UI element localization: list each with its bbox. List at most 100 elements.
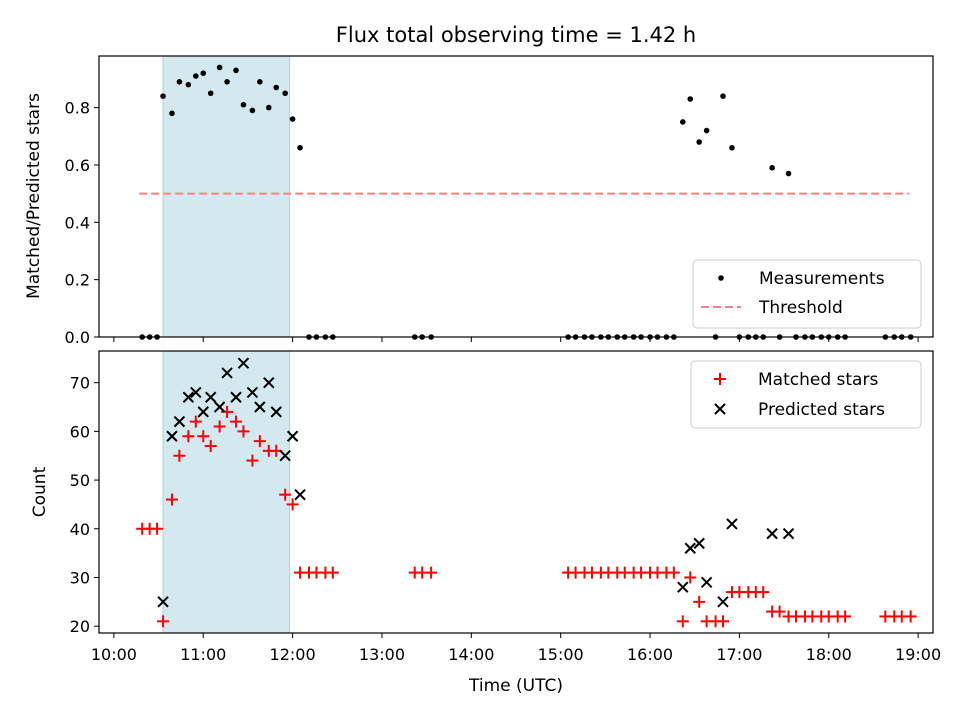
predicted-star-point <box>726 518 738 530</box>
predicted-star-point <box>286 430 299 442</box>
legend-matched-marker <box>714 373 726 385</box>
matched-star-point <box>757 586 770 599</box>
measurement-point <box>160 93 166 99</box>
measurement-point <box>696 139 702 145</box>
x-tick-label: 11:00 <box>180 645 226 664</box>
y-tick-label: 0.4 <box>65 213 90 232</box>
x-axis-label: Time (UTC) <box>468 676 563 696</box>
x-tick-label: 10:00 <box>91 645 137 664</box>
measurement-point <box>282 90 288 97</box>
x-tick-label: 17:00 <box>716 645 762 664</box>
predicted-star-point <box>294 488 306 501</box>
predicted-star-point <box>684 542 696 554</box>
measurement-point <box>207 90 214 97</box>
y-tick-label: 0.0 <box>65 328 90 347</box>
y-tick-label: 20 <box>70 617 90 636</box>
measurement-point <box>729 144 735 151</box>
matched-star-point <box>693 595 706 608</box>
x-tick-label: 13:00 <box>359 645 405 664</box>
y-tick-label: 0.2 <box>65 271 90 290</box>
predicted-star-point <box>237 357 250 369</box>
matched-star-point <box>237 425 250 438</box>
measurement-point <box>249 107 256 114</box>
x-tick-label: 19:00 <box>895 645 941 664</box>
chart-title: Flux total observing time = 1.42 h <box>336 23 696 47</box>
y-axis-label-top: Matched/Predicted stars <box>24 93 44 299</box>
matched-star-point <box>165 493 178 506</box>
matched-star-point <box>684 571 697 584</box>
highlight-span-top <box>162 55 291 338</box>
predicted-star-point <box>782 527 795 540</box>
matched-star-point <box>904 610 917 623</box>
predicted-star-point <box>693 537 705 550</box>
matched-star-point <box>839 610 852 623</box>
y-ticks-bottom: 20 30 40 50 60 70 <box>70 374 99 636</box>
matched-star-point <box>286 498 299 511</box>
x-tick-label: 14:00 <box>448 645 494 664</box>
measurement-point <box>240 101 247 108</box>
legend-matched-label: Matched stars <box>758 370 878 390</box>
x-ticks-bottom: 10:00 11:00 12:00 13:00 14:00 15:00 16:00 17:00… <box>91 633 941 664</box>
predicted-star-point <box>190 386 202 399</box>
x-ticks-top <box>113 337 919 342</box>
matched-star-point <box>151 522 164 535</box>
predicted-star-point <box>197 406 209 418</box>
bottom-panel: 20 30 40 50 60 70 10:00 11:00 12:00 13:00 14:00 15… <box>30 350 941 696</box>
legend-bottom-box <box>690 360 922 429</box>
legend-predicted-marker <box>714 403 726 415</box>
measurement-point <box>216 64 223 71</box>
predicted-star-point <box>173 415 186 428</box>
predicted-star-point <box>263 376 275 389</box>
predicted-star-point <box>677 581 689 593</box>
legend-measurements-label: Measurements <box>759 269 885 289</box>
matched-star-point <box>326 566 339 579</box>
y-tick-label: 0.8 <box>65 99 90 118</box>
predicted-star-point <box>182 391 195 403</box>
predicted-star-point <box>270 406 282 418</box>
y-tick-label: 30 <box>70 568 90 587</box>
predicted-star-point <box>279 450 291 462</box>
predicted-star-point <box>221 367 233 379</box>
x-tick-label: 15:00 <box>538 645 584 664</box>
measurement-point <box>720 93 726 99</box>
x-tick-label: 12:00 <box>270 645 316 664</box>
y-tick-label: 0.6 <box>65 156 90 175</box>
matched-star-point <box>773 605 786 618</box>
count-points <box>136 357 917 628</box>
measurement-point <box>185 81 192 88</box>
measurement-point <box>785 170 792 177</box>
x-tick-label: 18:00 <box>806 645 852 664</box>
predicted-star-point <box>246 386 259 399</box>
measurement-point <box>289 116 296 122</box>
measurement-point <box>769 165 775 171</box>
measurement-point <box>703 127 710 134</box>
bottom-panel-frame <box>98 350 934 634</box>
matched-star-point <box>676 615 689 628</box>
measurement-point <box>169 110 175 117</box>
measurement-point <box>193 73 199 79</box>
matched-star-point <box>197 430 210 443</box>
matched-star-point <box>246 454 259 467</box>
matched-star-point <box>230 415 243 428</box>
legend-threshold-label: Threshold <box>758 298 843 318</box>
top-panel-frame <box>98 55 934 338</box>
predicted-star-point <box>204 391 217 403</box>
y-tick-label: 50 <box>70 471 90 490</box>
matched-star-point <box>189 415 202 428</box>
predicted-star-point <box>700 576 713 589</box>
measurement-point <box>233 67 239 74</box>
legend-bottom: Matched stars Predicted stars <box>690 360 922 429</box>
measurement-point <box>200 70 207 77</box>
measurement-point <box>176 79 183 85</box>
top-panel: 0.00.20.40.60.8 Matched/Predicted stars … <box>24 55 934 347</box>
matched-star-point <box>204 439 217 452</box>
legend-top-box <box>692 259 922 329</box>
matched-star-point <box>157 615 170 628</box>
predicted-star-point <box>213 401 226 413</box>
measurement-point <box>224 79 230 85</box>
matched-star-point <box>173 449 186 462</box>
matched-star-point <box>279 488 292 501</box>
y-axis-label-bottom: Count <box>30 466 50 517</box>
